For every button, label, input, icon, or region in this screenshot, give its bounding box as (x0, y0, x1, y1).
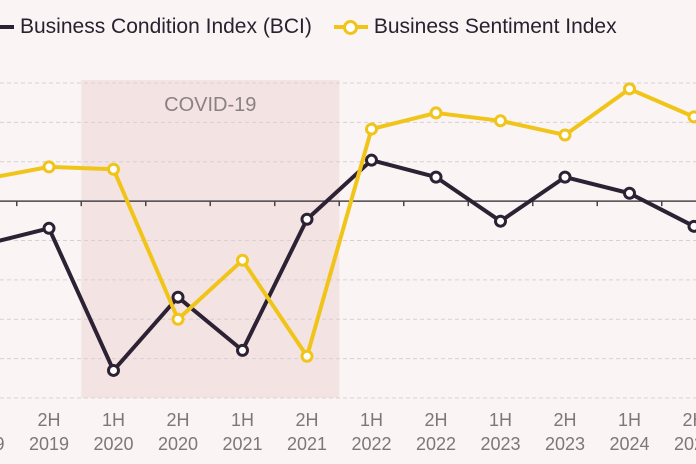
data-point-bci (107, 363, 120, 377)
legend: Business Condition Index (BCI) Business … (0, 12, 639, 42)
x-tick-label-year: 2021 (287, 434, 327, 454)
data-point-bsi (300, 349, 314, 363)
data-point-bci (429, 170, 443, 184)
legend-swatch-bsi (333, 20, 368, 35)
x-tick-label-half: 2H (295, 410, 318, 430)
data-point-bci (687, 219, 696, 233)
x-tick-label-half: 2H (37, 410, 60, 430)
data-point-bci (300, 212, 314, 226)
x-tick-label-half: 1H (231, 410, 254, 430)
x-tick-label-year: 2021 (222, 434, 262, 454)
x-tick-label-year: 2020 (158, 434, 198, 454)
x-tick-label-half: 2H (553, 410, 576, 430)
data-point-bsi (107, 162, 120, 176)
data-point-bsi (494, 114, 507, 128)
legend-label-bci: Business Condition Index (BCI) (20, 15, 312, 38)
data-point-bci (42, 221, 56, 235)
x-tick-label-half: 2H (166, 410, 189, 430)
data-point-bci (623, 186, 636, 200)
x-tick-label-half: 2H (424, 410, 447, 430)
x-tick-label-year: 2024 (609, 434, 649, 454)
data-point-bsi (365, 122, 378, 136)
x-tick-label-year: 2020 (93, 434, 133, 454)
x-tick-label-year: 2024 (674, 434, 696, 454)
series-line-bsi (0, 86, 695, 359)
data-point-bci (236, 343, 249, 357)
data-point-bsi (236, 253, 249, 267)
data-point-bsi (429, 106, 443, 120)
x-tick-label-half: 1H (489, 410, 512, 430)
legend-label-bsi: Business Sentiment Index (373, 15, 617, 38)
covid-label: COVID-19 (164, 94, 256, 116)
x-tick-label-half: 2H (682, 410, 696, 430)
x-tick-label-half: 1H (618, 410, 641, 430)
x-tick-label-year: 2019 (0, 434, 5, 454)
data-point-bsi (687, 110, 696, 124)
legend-item-bci: Business Condition Index (BCI) (0, 15, 312, 39)
data-point-bci (494, 214, 507, 228)
data-point-bsi (558, 128, 572, 142)
data-point-bci (365, 153, 378, 167)
legend-item-bsi: Business Sentiment Index (333, 15, 617, 39)
legend-swatch-bci (0, 25, 14, 29)
x-tick-label-year: 2019 (29, 434, 69, 454)
x-tick-label-year: 2022 (416, 434, 456, 454)
x-tick-label-year: 2023 (545, 434, 585, 454)
x-tick-label-half: 1H (102, 410, 125, 430)
x-tick-label-half: 1H (360, 410, 383, 430)
x-tick-label-year: 2022 (351, 434, 391, 454)
x-tick-label-year: 2023 (480, 434, 520, 454)
data-point-bsi (171, 312, 185, 326)
covid-shade (81, 80, 340, 398)
data-point-bsi (623, 82, 636, 96)
series-line-bci (0, 158, 695, 373)
data-point-bci (171, 290, 185, 304)
data-point-bci (558, 170, 572, 184)
data-point-bsi (42, 160, 56, 174)
